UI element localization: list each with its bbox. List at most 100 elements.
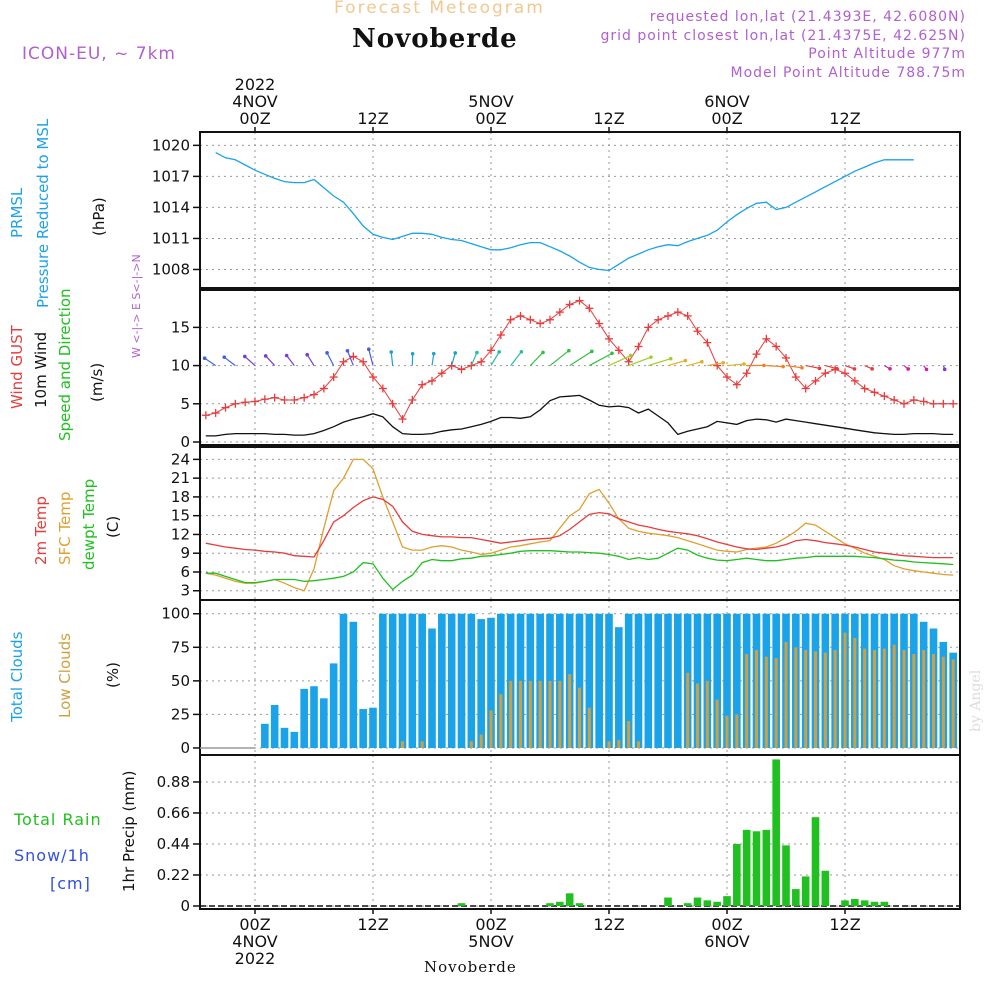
rain-bar: [546, 903, 554, 906]
total-cloud-bar: [398, 613, 407, 748]
y-tick-label: 50: [171, 672, 190, 690]
requested-location: requested lon,lat (21.4393E, 42.6080N): [649, 9, 966, 25]
time-label-bottom: 12Z: [829, 915, 860, 934]
y-tick-label: 100: [161, 605, 190, 623]
panel-frame-precip: [199, 754, 961, 910]
low-cloud-bar: [755, 649, 758, 748]
low-cloud-bar: [617, 739, 621, 748]
low-cloud-bar: [863, 648, 867, 748]
total-cloud-bar: [487, 617, 495, 748]
wind-arrow: [667, 359, 686, 367]
total-cloud-bar: [693, 613, 702, 748]
total-cloud-bar: [300, 688, 308, 748]
wind-arrow: [431, 353, 435, 366]
wind-arrow-head: [870, 367, 874, 371]
time-label-bottom: 2022: [235, 949, 276, 968]
total-cloud-bar: [447, 613, 456, 748]
time-label-top: 2022: [235, 75, 276, 94]
wind-arrow-head: [263, 354, 268, 358]
low-cloud-bar: [814, 651, 817, 748]
rain-bar: [792, 889, 800, 906]
y-tick-label: 0: [180, 739, 190, 757]
wind-arrow: [825, 365, 838, 370]
closest-grid-point: grid point closest lon,lat (21.4375E, 42…: [600, 28, 966, 44]
total-cloud-bar: [585, 613, 594, 748]
wind-arrow-head: [683, 358, 688, 363]
total-cloud-bar: [497, 613, 505, 748]
panel-frame-wind: [199, 289, 961, 446]
rain-bar: [762, 829, 771, 906]
snow-unit: [cm]: [50, 874, 91, 893]
low-cloud-bar: [469, 741, 473, 748]
wind-arrow-head: [817, 366, 822, 371]
wind-arrow: [628, 356, 652, 367]
wind-arrow-head: [431, 351, 436, 356]
wind-arrow: [726, 363, 745, 367]
wind-arrow: [569, 350, 593, 367]
total-cloud-bar: [457, 613, 466, 748]
wind-arrow-head: [942, 367, 947, 372]
y-tick-label: 21: [171, 469, 190, 487]
time-label-top: 00Z: [239, 109, 270, 128]
time-label-top: 00Z: [711, 109, 742, 128]
total-cloud-bar: [408, 613, 417, 748]
rain-legend: Total Rain: [14, 810, 102, 829]
rain-bar: [801, 876, 810, 906]
rain-bar: [723, 896, 731, 906]
wind-arrow: [490, 351, 500, 366]
y-tick-label: 0: [180, 897, 190, 915]
rain-bar: [693, 897, 702, 906]
time-label-bottom: 12Z: [593, 915, 624, 934]
wind-arrow-head: [852, 367, 857, 371]
wind-arrow-head: [389, 350, 394, 354]
low-cloud-bar: [538, 680, 542, 748]
time-label-top: 5NOV: [468, 92, 513, 111]
rain-bar: [556, 901, 564, 906]
wind-arrow: [648, 358, 671, 367]
wind-arrow-head: [519, 349, 524, 354]
low-cloud-bar: [519, 680, 522, 748]
total-cloud-bar: [428, 628, 436, 748]
point-altitude: Point Altitude 977m: [808, 46, 966, 62]
wind-arrow-head: [800, 365, 804, 370]
rain-bar: [752, 831, 761, 906]
total-cloud-bar: [320, 698, 328, 748]
time-label-top: 12Z: [829, 109, 860, 128]
low-cloud-bar: [922, 649, 926, 748]
wind-arrow-head: [453, 351, 458, 355]
wind-arrow-head: [668, 356, 673, 361]
time-label-bottom: 00Z: [239, 915, 270, 934]
low-cloud-bar: [578, 687, 581, 748]
wind-arrow: [470, 352, 478, 366]
wind-arrow: [451, 352, 456, 366]
low-cloud-bar: [548, 680, 552, 748]
model-altitude: Model Point Altitude 788.75m: [730, 65, 966, 81]
rain-bar: [733, 843, 741, 906]
chart-subtitle: Forecast Meteogram: [334, 0, 545, 18]
total-cloud-bar: [349, 621, 358, 748]
total-cloud-bar: [605, 613, 613, 748]
wind-arrow: [510, 351, 522, 366]
y-tick-label: 0.44: [157, 835, 190, 853]
y-tick-label: 24: [171, 450, 190, 468]
wind-arrow: [390, 351, 394, 366]
low-cloud-bar: [951, 659, 955, 748]
total-cloud-bar: [329, 663, 338, 748]
wind-arrow-head: [284, 353, 289, 358]
wind-arrow-head: [888, 367, 892, 371]
y-tick-label: 0: [180, 433, 190, 451]
wind-arrow: [529, 351, 544, 367]
total-cloud-bar: [733, 613, 741, 748]
total-cloud-bar: [664, 613, 672, 748]
low-cloud-bar: [725, 715, 729, 748]
wind-arrow-head: [700, 359, 704, 364]
y-tick-label: 0.22: [157, 866, 190, 884]
temp-2m-line: [205, 496, 954, 559]
total-cloud-bar: [339, 613, 348, 748]
time-label-bottom: 00Z: [475, 915, 506, 934]
wind-arrow-head: [835, 366, 839, 371]
low-cloud-bar: [509, 680, 513, 748]
time-label-top: 4NOV: [232, 92, 277, 111]
wind-arrow-head: [924, 367, 929, 372]
wind-arrow: [687, 361, 703, 367]
